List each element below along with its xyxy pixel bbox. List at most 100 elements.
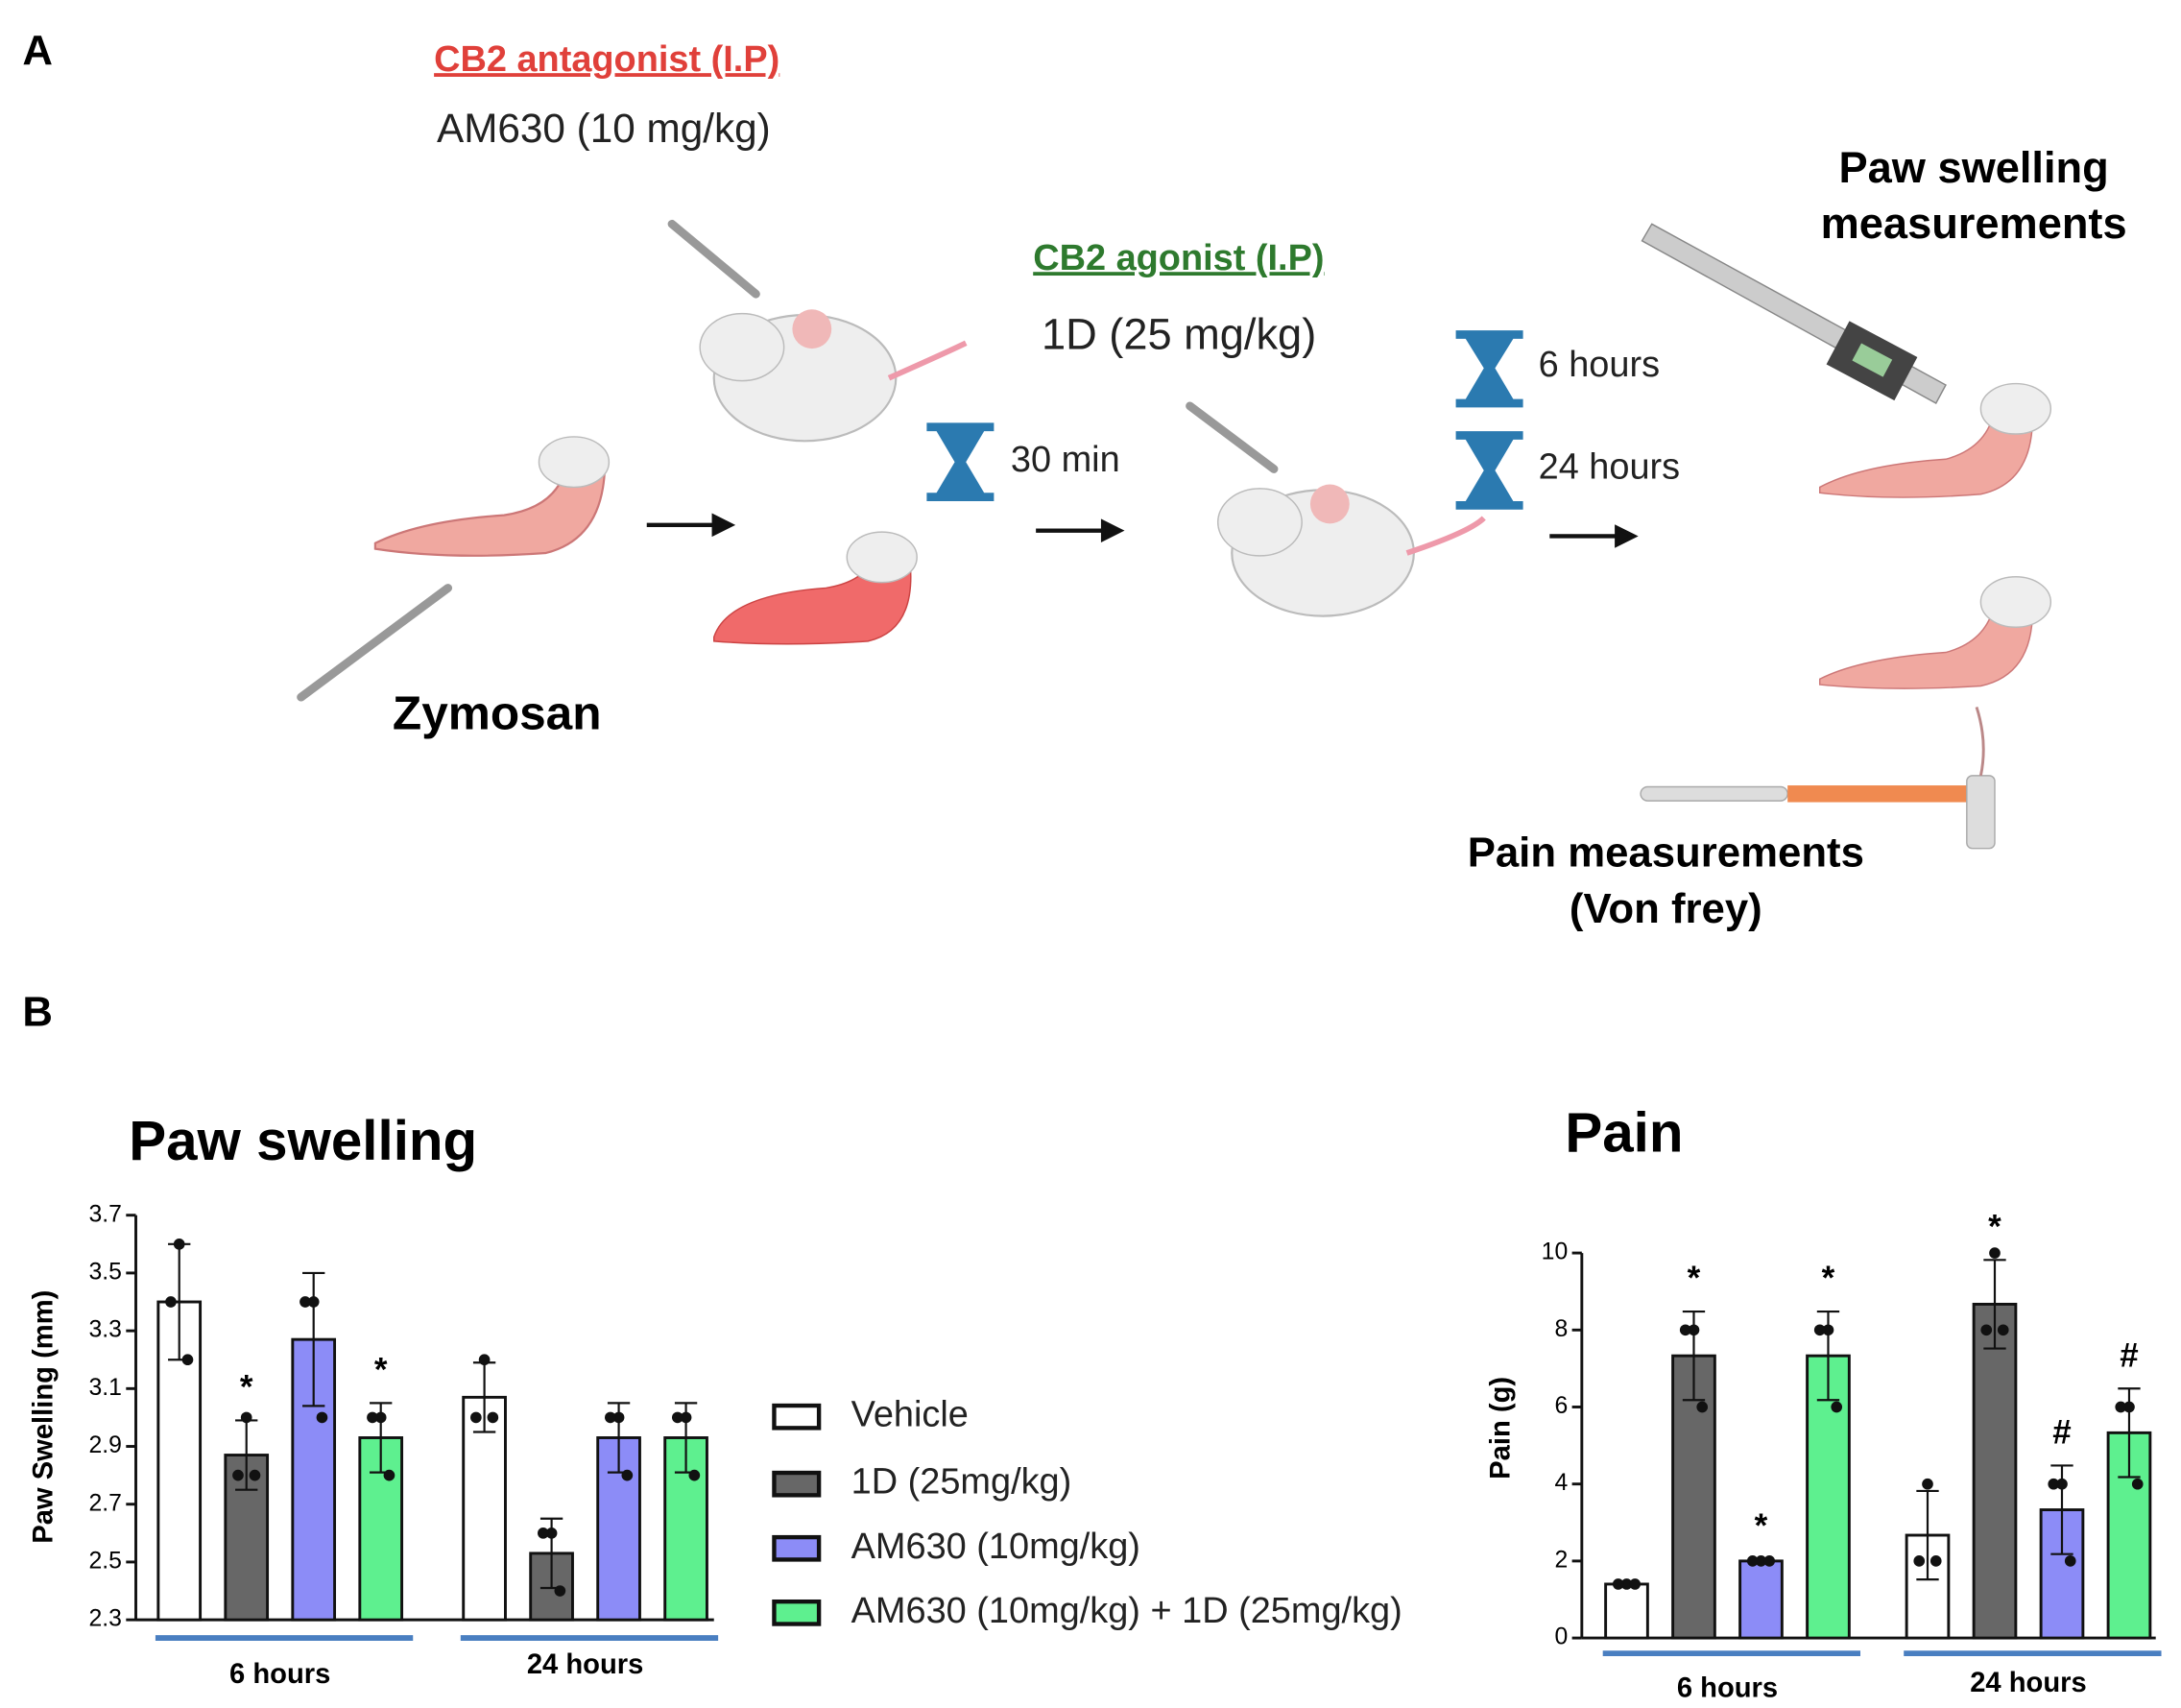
y-tick-label: 2 (1554, 1547, 1568, 1573)
pain-label: (Von frey) (1570, 885, 1762, 932)
data-point (307, 1296, 320, 1308)
y-tick-label: 4 (1554, 1470, 1568, 1496)
mice (699, 309, 1486, 617)
y-tick-label: 10 (1542, 1239, 1569, 1265)
data-point (383, 1469, 395, 1481)
bar (1738, 1559, 1784, 1640)
data-point (1612, 1578, 1624, 1590)
significance-marker: * (1988, 1208, 2001, 1245)
significance-marker: # (2120, 1336, 2138, 1374)
bar (2106, 1431, 2152, 1640)
y-tick-label: 6 (1554, 1393, 1568, 1419)
swelling-label: Paw swelling (1838, 143, 2108, 192)
data-point (1922, 1478, 1933, 1490)
data-point (1929, 1555, 1942, 1567)
von-frey (1640, 706, 1996, 850)
x-tick-label: 24 hours (1970, 1668, 2087, 1698)
data-point (173, 1238, 185, 1250)
arrows (646, 513, 1639, 548)
y-tick-label: 2.7 (88, 1490, 121, 1516)
legend-swatch (772, 1470, 822, 1498)
legend-label: AM630 (10mg/kg) (851, 1527, 1140, 1567)
y-tick-label: 3.5 (88, 1259, 121, 1285)
y-tick-label: 2.3 (88, 1606, 121, 1632)
hourglasses (926, 330, 1523, 510)
legend-label: Vehicle (851, 1395, 969, 1435)
data-point (1679, 1324, 1691, 1336)
y-tick-label: 3.7 (88, 1201, 121, 1227)
data-point (374, 1411, 387, 1424)
legend-label: 1D (25mg/kg) (851, 1462, 1072, 1503)
syringes (297, 219, 1279, 702)
data-point (1620, 1578, 1633, 1590)
data-point (2131, 1478, 2144, 1490)
data-point (1763, 1555, 1776, 1567)
y-tick-label: 2.9 (88, 1432, 121, 1458)
y-tick-label: 3.3 (88, 1317, 121, 1343)
bar (462, 1395, 507, 1622)
time-label: 24 hours (1539, 447, 1681, 488)
y-tick-label: 8 (1554, 1316, 1568, 1342)
x-tick-label: 24 hours (527, 1649, 644, 1680)
data-point (1913, 1555, 1926, 1567)
data-point (470, 1411, 482, 1424)
paws (373, 382, 2052, 689)
data-point (671, 1411, 683, 1424)
data-point (621, 1469, 634, 1481)
data-point (680, 1411, 692, 1424)
y-tick-label: 3.1 (88, 1375, 121, 1401)
data-point (688, 1469, 701, 1481)
legend-swatch (772, 1534, 822, 1562)
significance-marker: # (2052, 1414, 2071, 1452)
data-point (1688, 1324, 1700, 1336)
significance-marker: * (240, 1369, 253, 1407)
legend-swatch (772, 1599, 822, 1626)
y-tick-label: 2.5 (88, 1548, 121, 1574)
bar (1604, 1582, 1649, 1640)
data-point (1831, 1401, 1843, 1413)
data-point (487, 1411, 499, 1424)
pain-label: Pain measurements (1468, 830, 1864, 877)
legend-swatch (772, 1403, 822, 1431)
data-point (1980, 1324, 1993, 1336)
time-label: 6 hours (1539, 345, 1660, 385)
bar (1671, 1354, 1716, 1640)
antagonist-dose: AM630 (10 mg/kg) (437, 106, 771, 151)
caliper (1641, 223, 1947, 404)
data-point (554, 1585, 566, 1597)
data-point (2115, 1401, 2127, 1413)
data-point (1696, 1401, 1709, 1413)
significance-marker: * (1755, 1507, 1768, 1545)
legend-label: AM630 (10mg/kg) + 1D (25mg/kg) (851, 1591, 1402, 1631)
data-point (240, 1411, 252, 1424)
y-axis-label: Pain (g) (1485, 1377, 1516, 1479)
data-point (1629, 1578, 1642, 1590)
data-point (1997, 1324, 2009, 1336)
bar (1972, 1302, 2018, 1640)
data-point (2048, 1478, 2060, 1490)
y-axis-label: Paw Swelling (mm) (28, 1290, 59, 1544)
chart-title: Pain (1565, 1101, 1683, 1164)
data-point (1989, 1247, 2001, 1259)
data-point (478, 1354, 491, 1366)
data-point (612, 1411, 625, 1424)
data-point (1822, 1324, 1834, 1336)
panel-label: B (22, 989, 53, 1036)
data-point (2056, 1478, 2068, 1490)
data-point (2064, 1555, 2076, 1567)
data-point (1813, 1324, 1826, 1336)
significance-marker: * (374, 1352, 388, 1389)
data-point (165, 1296, 177, 1308)
data-point (367, 1411, 378, 1424)
chart-title: Paw swelling (129, 1110, 477, 1172)
data-point (2123, 1401, 2135, 1413)
data-point (316, 1411, 328, 1424)
swelling-label: measurements (1821, 199, 2127, 248)
antagonist-label: CB2 antagonist (I.P) (434, 39, 779, 80)
x-tick-label: 6 hours (229, 1659, 330, 1690)
y-tick-label: 0 (1554, 1624, 1568, 1650)
data-point (181, 1354, 194, 1366)
data-point (545, 1527, 558, 1539)
agonist-label: CB2 agonist (I.P) (1033, 238, 1324, 278)
